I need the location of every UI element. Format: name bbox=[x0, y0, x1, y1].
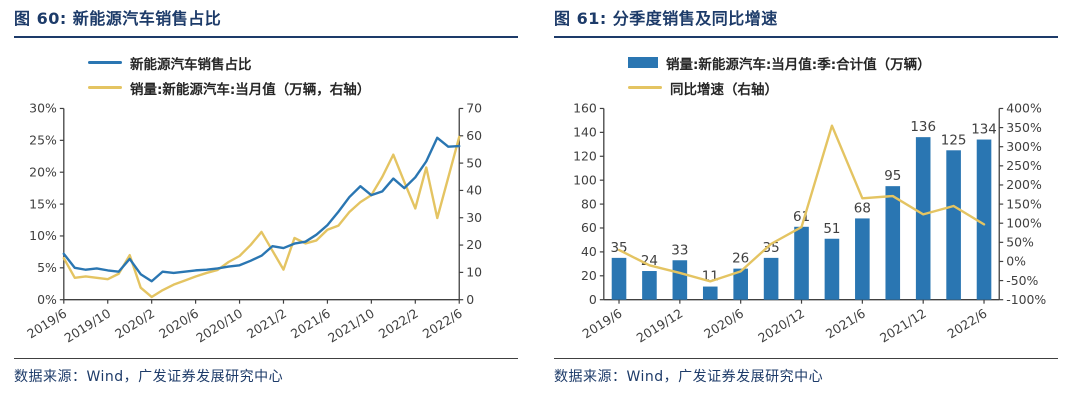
svg-text:60: 60 bbox=[466, 128, 482, 143]
figure-61-bar-line-chart: 0 20 40 60 80 100 120 140 160 -100% -50% 0% 50% 100% 1… bbox=[573, 101, 1046, 346]
svg-text:2020/6: 2020/6 bbox=[701, 305, 746, 341]
legend-label: 新能源汽车销售占比 bbox=[130, 56, 252, 73]
legend-label: 销量:新能源汽车:当月值:季:合计值（万辆） bbox=[666, 56, 931, 73]
svg-text:40: 40 bbox=[581, 244, 597, 259]
svg-text:20: 20 bbox=[581, 268, 597, 283]
figure-61-panel: 图 61: 分季度销售及同比增速 销量:新能源汽车:当月值:季:合计值（万辆） … bbox=[540, 0, 1080, 400]
svg-text:26: 26 bbox=[732, 252, 749, 267]
svg-text:2020/12: 2020/12 bbox=[755, 305, 807, 345]
svg-text:20%: 20% bbox=[29, 164, 57, 179]
svg-text:140: 140 bbox=[573, 125, 597, 140]
svg-text:50%: 50% bbox=[1006, 235, 1034, 250]
svg-text:2021/12: 2021/12 bbox=[877, 305, 929, 345]
yellow-line-swatch bbox=[628, 85, 662, 90]
svg-text:250%: 250% bbox=[1006, 158, 1042, 173]
svg-text:136: 136 bbox=[910, 120, 936, 135]
svg-text:2019/12: 2019/12 bbox=[634, 305, 686, 345]
legend-item: 同比增速（右轴） bbox=[628, 75, 1058, 100]
svg-text:-100%: -100% bbox=[1006, 292, 1046, 307]
figure-60-title: 图 60: 新能源汽车销售占比 bbox=[14, 8, 518, 38]
legend-item: 新能源汽车销售占比 bbox=[88, 50, 518, 75]
svg-text:400%: 400% bbox=[1006, 101, 1042, 116]
svg-text:25%: 25% bbox=[29, 133, 57, 148]
svg-text:60: 60 bbox=[581, 220, 597, 235]
svg-text:50: 50 bbox=[466, 155, 482, 170]
svg-text:2020/2: 2020/2 bbox=[112, 305, 157, 341]
svg-text:134: 134 bbox=[971, 123, 997, 138]
svg-text:0: 0 bbox=[466, 292, 474, 307]
figure-61-legend: 销量:新能源汽车:当月值:季:合计值（万辆） 同比增速（右轴） bbox=[628, 50, 1058, 100]
svg-text:0: 0 bbox=[589, 292, 597, 307]
svg-text:33: 33 bbox=[671, 243, 688, 258]
legend-label: 销量:新能源汽车:当月值（万辆，右轴） bbox=[130, 81, 371, 98]
svg-text:80: 80 bbox=[581, 196, 597, 211]
legend-item: 销量:新能源汽车:当月值（万辆，右轴） bbox=[88, 75, 518, 100]
svg-text:70: 70 bbox=[466, 101, 482, 116]
svg-text:61: 61 bbox=[793, 210, 810, 225]
svg-text:2022/6: 2022/6 bbox=[420, 305, 465, 341]
svg-text:2022/2: 2022/2 bbox=[376, 305, 421, 341]
svg-text:30: 30 bbox=[466, 210, 482, 225]
svg-text:20: 20 bbox=[466, 237, 482, 252]
blue-line-swatch bbox=[88, 60, 122, 65]
figure-60-source: 数据来源：Wind，广发证券发展研究中心 bbox=[14, 358, 518, 386]
svg-text:10: 10 bbox=[466, 265, 482, 280]
figure-60-line-chart: 0%5%10%15%20%25%30%0102030405060702019/6… bbox=[24, 101, 482, 346]
svg-text:0%: 0% bbox=[37, 292, 57, 307]
figure-61-title: 图 61: 分季度销售及同比增速 bbox=[554, 8, 1058, 38]
svg-text:51: 51 bbox=[823, 222, 840, 237]
figure-60-legend: 新能源汽车销售占比 销量:新能源汽车:当月值（万辆，右轴） bbox=[88, 50, 518, 100]
svg-text:125: 125 bbox=[941, 133, 967, 148]
svg-text:120: 120 bbox=[573, 148, 597, 163]
figure-61-source: 数据来源：Wind，广发证券发展研究中心 bbox=[554, 358, 1058, 386]
svg-text:100%: 100% bbox=[1006, 215, 1042, 230]
svg-text:300%: 300% bbox=[1006, 139, 1042, 154]
svg-text:-50%: -50% bbox=[1006, 273, 1038, 288]
figure-60-panel: 图 60: 新能源汽车销售占比 新能源汽车销售占比 销量:新能源汽车:当月值（万… bbox=[14, 8, 518, 386]
svg-text:2019/6: 2019/6 bbox=[580, 305, 625, 341]
svg-text:2022/6: 2022/6 bbox=[945, 305, 990, 341]
yellow-line-swatch bbox=[88, 85, 122, 90]
svg-text:35: 35 bbox=[763, 241, 780, 256]
svg-text:15%: 15% bbox=[29, 196, 57, 211]
legend-label: 同比增速（右轴） bbox=[670, 81, 778, 98]
svg-text:100: 100 bbox=[573, 172, 597, 187]
svg-text:150%: 150% bbox=[1006, 196, 1042, 211]
svg-text:350%: 350% bbox=[1006, 120, 1042, 135]
svg-text:95: 95 bbox=[884, 169, 901, 184]
svg-text:0%: 0% bbox=[1006, 254, 1026, 269]
svg-text:160: 160 bbox=[573, 101, 597, 116]
svg-text:5%: 5% bbox=[37, 260, 57, 275]
svg-text:10%: 10% bbox=[29, 228, 57, 243]
svg-text:2019/10: 2019/10 bbox=[62, 305, 114, 345]
svg-text:2021/6: 2021/6 bbox=[823, 305, 868, 341]
svg-text:68: 68 bbox=[854, 201, 871, 216]
blue-bar-swatch bbox=[628, 57, 658, 68]
svg-text:2021/2: 2021/2 bbox=[244, 305, 289, 341]
svg-text:40: 40 bbox=[466, 183, 482, 198]
legend-item: 销量:新能源汽车:当月值:季:合计值（万辆） bbox=[628, 50, 1058, 75]
svg-text:200%: 200% bbox=[1006, 177, 1042, 192]
svg-text:2021/10: 2021/10 bbox=[325, 305, 377, 345]
svg-text:2020/10: 2020/10 bbox=[193, 305, 245, 345]
svg-text:30%: 30% bbox=[29, 101, 57, 116]
